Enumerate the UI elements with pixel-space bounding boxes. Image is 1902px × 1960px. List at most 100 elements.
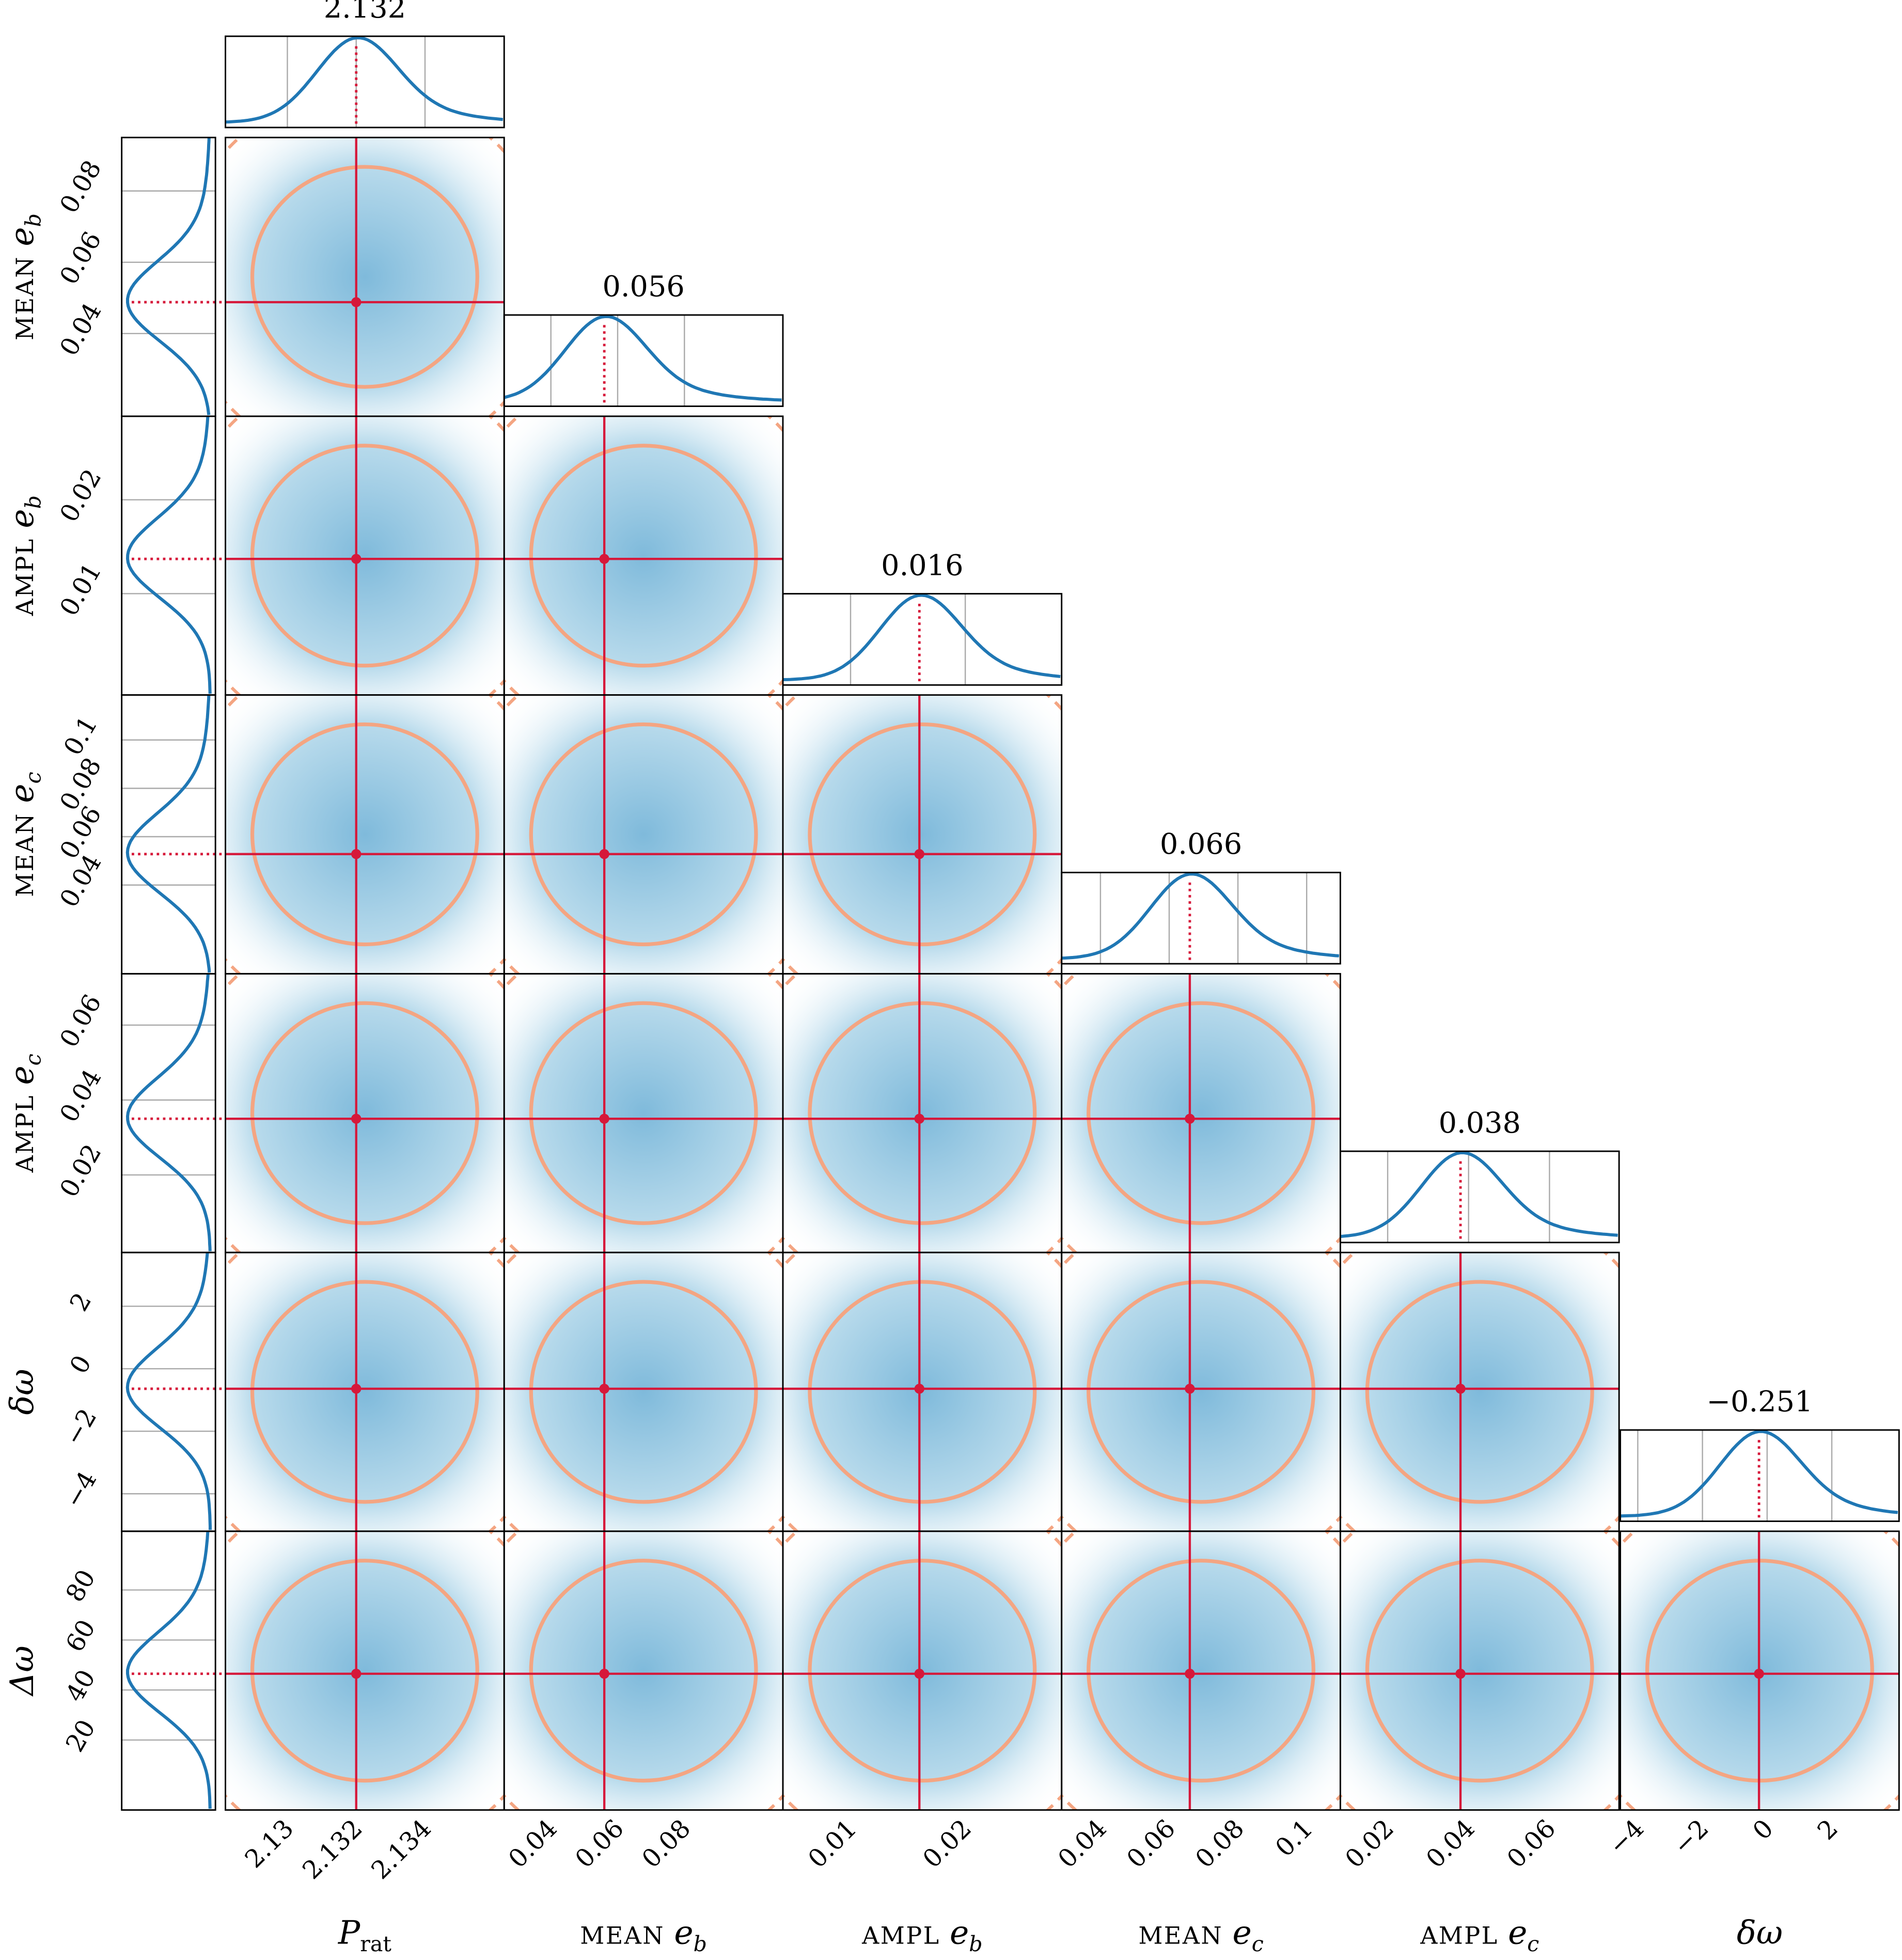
y-tick-label: 80 <box>60 1565 101 1607</box>
truth-point <box>1185 1669 1195 1679</box>
marginal-title: 0.038 <box>1439 1106 1521 1140</box>
marginal-curve <box>1340 1151 1618 1238</box>
truth-point <box>1185 1114 1195 1124</box>
marginal-frame <box>121 1530 216 1811</box>
label-prefix: MEAN <box>11 256 39 340</box>
marginal-curve <box>1061 872 1340 960</box>
panel <box>1340 1531 1620 1810</box>
label-prefix: AMPL <box>1420 1922 1498 1950</box>
label-symbol: Δω <box>3 1645 41 1697</box>
axis-label: Δω <box>3 1645 41 1697</box>
marginal-frame <box>1620 1429 1900 1522</box>
x-tick-label: 0.04 <box>1052 1814 1112 1874</box>
contour <box>529 444 758 668</box>
x-tick-label: 2.13 <box>240 1814 300 1874</box>
contour <box>1365 1280 1594 1504</box>
truth-point <box>914 849 924 859</box>
panel <box>225 1252 505 1531</box>
density <box>1061 1252 1341 1531</box>
x-tick-label: 0.01 <box>803 1814 862 1874</box>
y-tick-label: −4 <box>59 1466 102 1513</box>
panel <box>504 974 783 1253</box>
density <box>782 695 1062 974</box>
marginal-curve <box>125 974 212 1251</box>
density <box>1340 1531 1620 1810</box>
panel <box>1061 974 1341 1253</box>
marginal-frame <box>121 136 216 417</box>
truth-point <box>351 1384 361 1394</box>
panel <box>1061 1252 1341 1531</box>
axis-label: δω <box>3 1369 41 1415</box>
panel <box>504 416 783 695</box>
density <box>1620 1531 1899 1810</box>
density <box>1061 1531 1341 1810</box>
contour <box>808 1559 1037 1783</box>
panel <box>504 695 783 974</box>
contour <box>808 1001 1037 1225</box>
marginal-title: 0.066 <box>1160 827 1242 861</box>
marginal-curve <box>1620 1430 1898 1518</box>
marginal-frame <box>503 314 784 407</box>
panel <box>504 1252 783 1531</box>
density <box>504 974 783 1253</box>
axis-label: δω <box>1737 1914 1783 1952</box>
panel-frame <box>1339 1530 1620 1811</box>
contour <box>529 1559 758 1783</box>
truth-point <box>914 1669 924 1679</box>
marginal-curve <box>782 593 1061 681</box>
marginal-curve <box>125 695 211 973</box>
label-prefix: MEAN <box>1138 1922 1223 1950</box>
x-tick-label: 0.08 <box>1190 1814 1250 1874</box>
density <box>225 695 505 974</box>
contour <box>250 1001 479 1225</box>
contour <box>1087 1559 1316 1783</box>
contour <box>250 1559 479 1783</box>
panel <box>782 974 1062 1253</box>
axis-label: AMPL eb <box>861 1914 982 1957</box>
label-symbol: δω <box>3 1369 41 1415</box>
panel <box>225 974 505 1253</box>
truth-point <box>599 1384 609 1394</box>
axis-label: MEAN eb <box>3 213 46 340</box>
y-tick-label: 0.06 <box>54 990 107 1052</box>
label-symbol: e <box>950 1914 969 1952</box>
density <box>782 974 1062 1253</box>
x-tick-label: −4 <box>1603 1814 1649 1860</box>
contour <box>250 444 479 668</box>
contour <box>250 1280 479 1504</box>
marginal-curve <box>125 416 212 694</box>
truth-point <box>1455 1384 1466 1394</box>
label-sub: b <box>21 495 45 509</box>
density <box>504 1531 783 1810</box>
y-tick-label: 0.02 <box>54 1139 107 1202</box>
contour <box>529 1001 758 1225</box>
truth-point <box>914 1384 924 1394</box>
x-tick-label: 0.08 <box>637 1814 697 1874</box>
axis-label: MEAN eb <box>580 1914 707 1957</box>
contour <box>1087 1001 1316 1225</box>
contour <box>808 722 1037 947</box>
label-sub: c <box>21 1054 45 1065</box>
density <box>225 137 505 416</box>
marginal-curve <box>504 315 782 402</box>
label-symbol: e <box>674 1914 693 1952</box>
density <box>504 695 783 974</box>
y-tick-label: 0 <box>64 1351 97 1379</box>
label-symbol: P <box>338 1914 361 1952</box>
y-tick-label: 2 <box>64 1288 97 1316</box>
marginal-title: 0.016 <box>881 548 963 582</box>
truth-point <box>599 1114 609 1124</box>
contour <box>1365 1559 1594 1783</box>
label-prefix: AMPL <box>11 538 39 616</box>
density <box>225 974 505 1253</box>
panel <box>225 695 505 974</box>
label-symbol: e <box>3 227 41 246</box>
marginal-curve <box>125 1252 212 1530</box>
x-tick-label: −2 <box>1668 1814 1715 1860</box>
contour <box>250 165 479 389</box>
truth-point <box>1455 1669 1466 1679</box>
truth-point <box>914 1114 924 1124</box>
x-tick-label: 0.06 <box>1121 1814 1181 1874</box>
truth-point <box>351 1669 361 1679</box>
axis-label: AMPL eb <box>3 495 46 616</box>
